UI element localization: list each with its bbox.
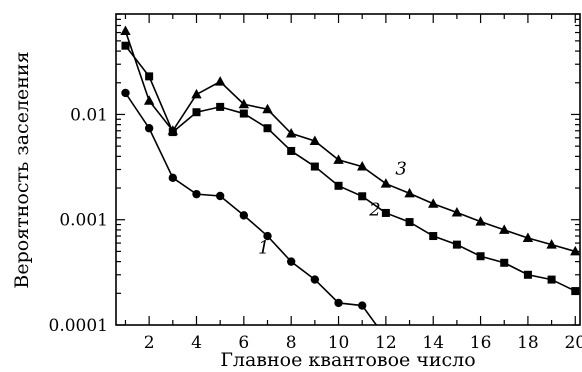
- series-2-point: [335, 182, 343, 190]
- series-1-label: 1: [258, 237, 269, 258]
- series-1-point: [287, 257, 295, 265]
- x-tick-label: 4: [191, 333, 202, 353]
- axis-ticks: [116, 14, 580, 325]
- series-2-point: [145, 72, 153, 80]
- series-3-point: [144, 95, 154, 105]
- series-1-point: [216, 192, 224, 200]
- series-2-point: [240, 110, 248, 118]
- series-3-point: [381, 178, 391, 188]
- series-1-line: [125, 93, 385, 338]
- series-2-point: [406, 218, 414, 226]
- series-2-point: [382, 209, 390, 217]
- series-2-point: [500, 259, 508, 267]
- x-tick-label: 20: [564, 333, 582, 353]
- series-3-label: 3: [395, 158, 406, 179]
- series-1-point: [192, 190, 200, 198]
- series-2-point: [429, 232, 437, 240]
- series-2-label: 2: [368, 199, 380, 220]
- series-labels: 1 23: [258, 158, 407, 258]
- series-2-point: [264, 124, 272, 132]
- series-group: [120, 26, 580, 343]
- plot-frame: [116, 14, 580, 325]
- series-3-point: [333, 154, 343, 164]
- x-tick-label: 2: [144, 333, 155, 353]
- series-2-point: [216, 103, 224, 111]
- x-axis-title: Главное квантовое число: [220, 349, 475, 371]
- series-3-point: [215, 76, 225, 86]
- series-2-line: [125, 46, 575, 291]
- series-3-point: [191, 89, 201, 99]
- series-1-point: [169, 174, 177, 182]
- series-2-point: [287, 147, 295, 155]
- series-3-point: [120, 26, 130, 36]
- series-1-point: [121, 89, 129, 97]
- series-2-point: [192, 108, 200, 116]
- x-tick-label: 18: [517, 333, 539, 353]
- series-2-point: [358, 192, 366, 200]
- series-1-point: [334, 299, 342, 307]
- y-tick-label: 0.001: [59, 211, 108, 231]
- y-tick-label: 0.01: [70, 105, 108, 125]
- y-tick-label: 0.0001: [49, 316, 108, 336]
- series-2-point: [524, 271, 532, 279]
- series-2-point: [571, 287, 579, 295]
- series-1-point: [145, 124, 153, 132]
- series-1-point: [240, 211, 248, 219]
- series-2-point: [477, 252, 485, 260]
- series-3-line: [125, 31, 575, 251]
- series-2-point: [453, 241, 461, 249]
- series-2-point: [121, 42, 129, 50]
- series-1-point: [358, 301, 366, 309]
- series-1-point: [311, 275, 319, 283]
- series-2-point: [311, 163, 319, 171]
- y-axis-title: Вероятность заселения: [11, 51, 33, 288]
- series-2-point: [548, 276, 556, 284]
